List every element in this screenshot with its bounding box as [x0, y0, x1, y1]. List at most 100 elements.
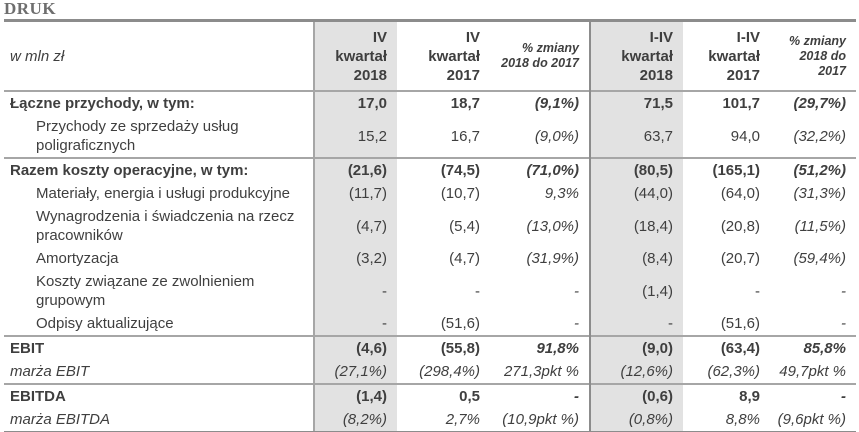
cell-value: -: [589, 312, 683, 336]
cell-value: (51,6): [440, 315, 480, 332]
cell-value: 49,7pkt %: [779, 363, 846, 380]
cell-value: 63,7: [589, 115, 683, 158]
cell-value: 71,5: [589, 91, 683, 115]
row-label: Amortyzacja: [36, 250, 119, 267]
cell-value: -: [841, 282, 846, 300]
header-q4-2017: IV kwartał 2017: [428, 28, 480, 84]
cell-value: 15,2: [313, 115, 397, 158]
cell-value: (31,3%): [793, 185, 846, 202]
table-row: EBIT (4,6) (55,8) 91,8% (9,0) (63,4) 85,8%: [4, 336, 856, 360]
cell-value: -: [313, 270, 397, 312]
cell-value: (4,6): [313, 336, 397, 360]
cell-value: -: [574, 315, 579, 332]
cell-value: (9,6pkt %): [777, 411, 846, 428]
cell-value: (51,6): [720, 315, 760, 332]
cell-value: (165,1): [712, 162, 760, 179]
cell-value: 17,0: [313, 91, 397, 115]
row-label: marża EBITDA: [10, 411, 111, 428]
cell-value: -: [475, 282, 480, 300]
cell-value: (0,6): [589, 384, 683, 408]
row-label: EBITDA: [10, 388, 66, 405]
cell-value: (298,4%): [419, 363, 480, 380]
cell-value: (9,1%): [534, 95, 579, 112]
table-header: w mln zł IV kwartał 2018 IV kwartał 2017…: [4, 20, 856, 91]
cell-value: (55,8): [440, 340, 480, 357]
header-change-ytd: % zmiany 2018 do 2017: [789, 33, 846, 78]
cell-value: (5,4): [449, 217, 480, 235]
cell-value: (11,5%): [794, 217, 846, 235]
header-row: w mln zł IV kwartał 2018 IV kwartał 2017…: [4, 20, 856, 91]
table-row: Łączne przychody, w tym: 17,0 18,7 (9,1%) 71…: [4, 91, 856, 115]
cell-value: 2,7%: [445, 411, 480, 428]
cell-value: (18,4): [589, 205, 683, 247]
cell-value: 94,0: [730, 127, 760, 145]
cell-value: (0,8%): [589, 408, 683, 432]
cell-value: (71,0%): [526, 162, 579, 179]
header-q4-2018: IV kwartał 2018: [313, 20, 397, 91]
row-label: Koszty związane ze zwolnieniem grupowym: [36, 273, 255, 309]
cell-value: 0,5: [459, 388, 480, 405]
cell-value: 271,3pkt %: [503, 363, 579, 380]
table-row: Materiały, energia i usługi produkcyjne (…: [4, 182, 856, 205]
table-row: Amortyzacja (3,2) (4,7) (31,9%) (8,4) (20,7) (…: [4, 247, 856, 270]
cell-value: 91,8%: [536, 340, 579, 357]
row-label: Wynagrodzenia i świadczenia na rzecz pra…: [36, 208, 295, 244]
header-ytd-2017: I-IV kwartał 2017: [708, 28, 760, 84]
table-row: marża EBITDA (8,2%) 2,7% (10,9pkt %) (0,8%) 8…: [4, 408, 856, 432]
header-unit: w mln zł: [10, 47, 65, 65]
cell-value: (21,6): [313, 158, 397, 182]
table-row: Koszty związane ze zwolnieniem grupowym -…: [4, 270, 856, 312]
cell-value: (29,7%): [793, 95, 846, 112]
cell-value: (4,7): [449, 250, 480, 267]
cell-value: (59,4%): [793, 250, 846, 267]
row-label: marża EBIT: [10, 363, 90, 380]
cell-value: (12,6%): [589, 360, 683, 384]
cell-value: (1,4): [589, 270, 683, 312]
cell-value: (64,0): [720, 185, 760, 202]
cell-value: (8,2%): [313, 408, 397, 432]
cell-value: (63,4): [720, 340, 760, 357]
table-row: Razem koszty operacyjne, w tym: (21,6) (74…: [4, 158, 856, 182]
cell-value: 8,8%: [725, 411, 760, 428]
cell-value: (31,9%): [526, 250, 579, 267]
cell-value: -: [313, 312, 397, 336]
table-body: Łączne przychody, w tym: 17,0 18,7 (9,1%) 71…: [4, 91, 856, 432]
header-ytd-2018: I-IV kwartał 2018: [589, 20, 683, 91]
cell-value: (11,7): [313, 182, 397, 205]
cell-value: (9,0): [589, 336, 683, 360]
cell-value: (10,7): [440, 185, 480, 202]
cell-value: (20,7): [720, 250, 760, 267]
table-row: marża EBIT (27,1%) (298,4%) 271,3pkt % (12,6…: [4, 360, 856, 384]
row-label: Materiały, energia i usługi produkcyjne: [36, 185, 291, 202]
table-row: Przychody ze sprzedaży usług poligraficz…: [4, 115, 856, 158]
row-label: Odpisy aktualizujące: [36, 315, 174, 332]
table-row: Odpisy aktualizujące - (51,6) - - (51,6) -: [4, 312, 856, 336]
cell-value: (32,2%): [793, 127, 846, 145]
cell-value: 18,7: [450, 95, 480, 112]
row-label: EBIT: [10, 340, 45, 357]
table-row: Wynagrodzenia i świadczenia na rzecz pra…: [4, 205, 856, 247]
row-label: Razem koszty operacyjne, w tym:: [10, 162, 249, 179]
cell-value: (80,5): [589, 158, 683, 182]
page-title: DRUK: [4, 0, 57, 18]
cell-value: (62,3%): [707, 363, 760, 380]
cell-value: 85,8%: [803, 340, 846, 357]
cell-value: (74,5): [440, 162, 480, 179]
cell-value: (9,0%): [534, 127, 579, 145]
header-change-quarter: % zmiany 2018 do 2017: [501, 41, 579, 70]
cell-value: (20,8): [720, 217, 760, 235]
cell-value: -: [841, 315, 846, 332]
cell-value: -: [574, 388, 579, 405]
cell-value: (27,1%): [313, 360, 397, 384]
cell-value: -: [755, 282, 760, 300]
financial-results-table: w mln zł IV kwartał 2018 IV kwartał 2017…: [4, 19, 856, 432]
cell-value: (4,7): [313, 205, 397, 247]
cell-value: (10,9pkt %): [502, 411, 579, 428]
cell-value: (51,2%): [793, 162, 846, 179]
row-label: Łączne przychody, w tym:: [10, 95, 195, 112]
cell-value: (13,0%): [526, 217, 579, 235]
cell-value: (1,4): [313, 384, 397, 408]
cell-value: -: [574, 282, 579, 300]
cell-value: (8,4): [589, 247, 683, 270]
